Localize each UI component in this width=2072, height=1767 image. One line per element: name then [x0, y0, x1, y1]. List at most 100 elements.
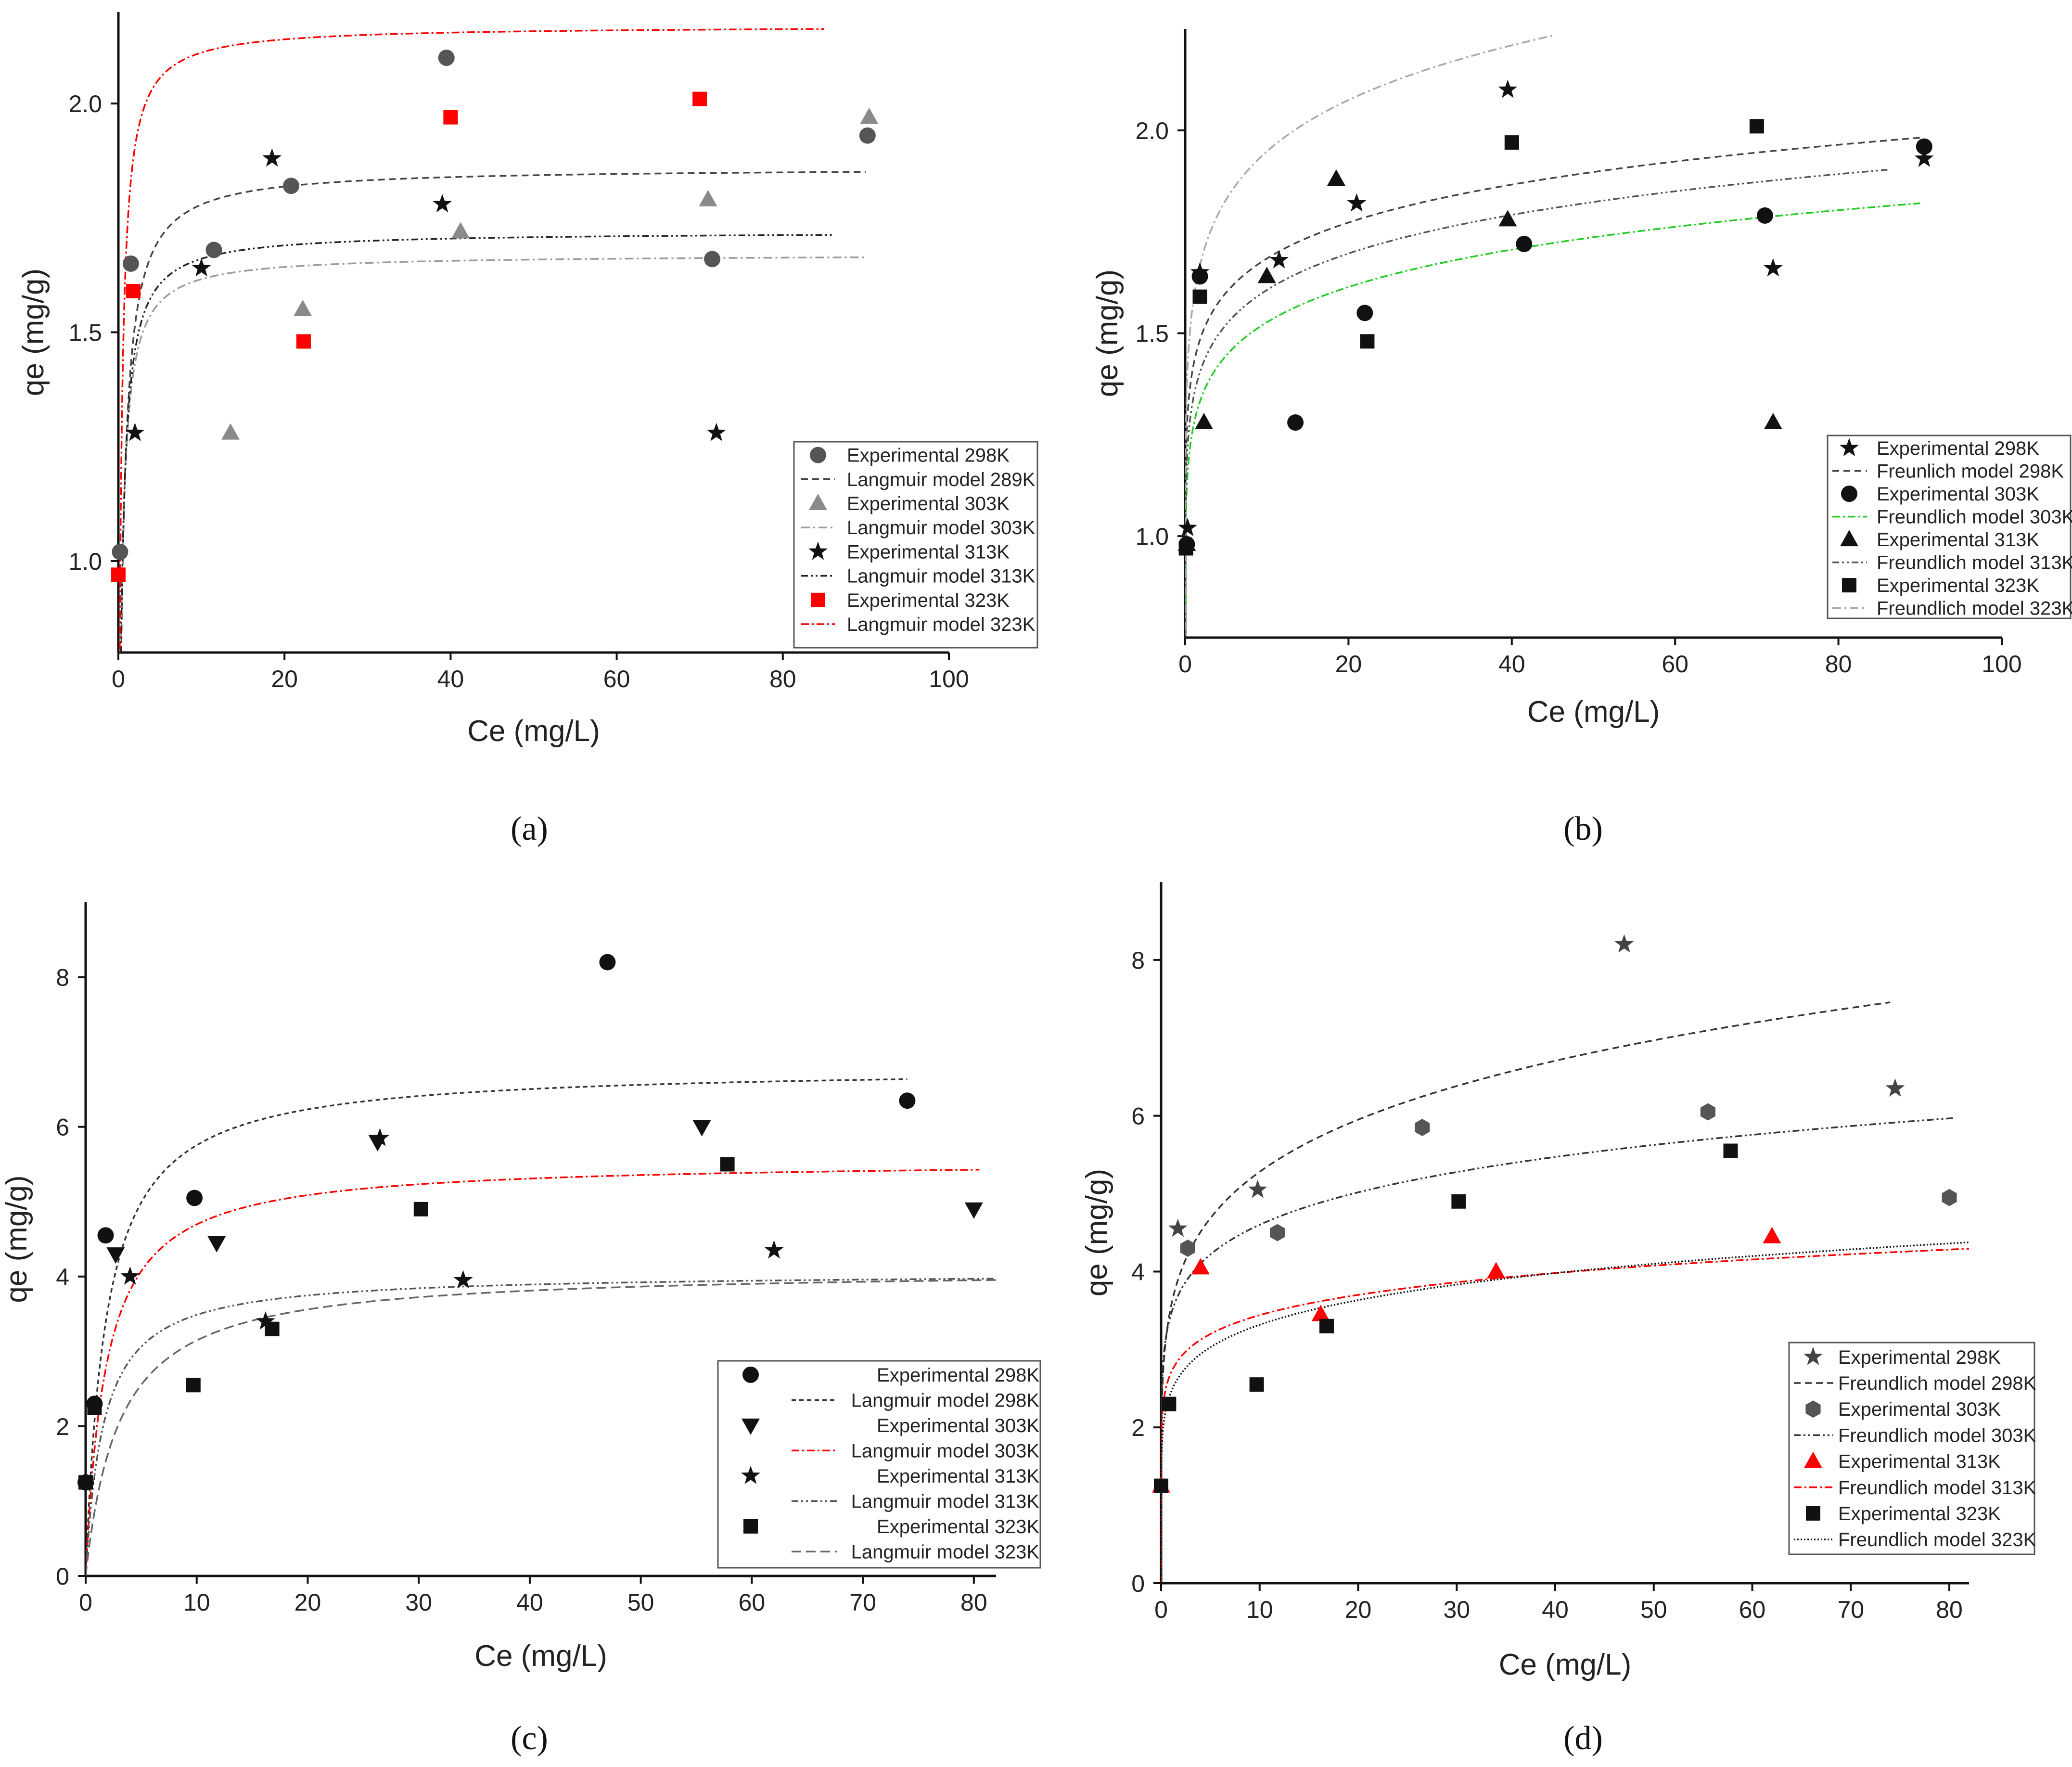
y-tick-label: 0	[1131, 1570, 1145, 1597]
legend-box	[793, 441, 1038, 649]
legend-entry-label: Langmuir model 323K	[851, 1541, 1040, 1562]
legend-entry-label: Experimental 303K	[877, 1415, 1039, 1436]
x-tick-label: 50	[627, 1589, 654, 1616]
data-point-experimental-303k	[964, 1202, 983, 1219]
data-point-experimental-323k	[443, 110, 458, 125]
data-point-experimental-298k	[438, 50, 455, 66]
data-point-experimental-303k	[1415, 1118, 1430, 1136]
legend-entry-label: Langmuir model 323K	[847, 614, 1036, 635]
data-point-experimental-323k	[78, 1475, 93, 1490]
data-point-experimental-298k	[1248, 1179, 1267, 1198]
y-axis-label: qe (mg/g)	[0, 1175, 33, 1303]
model-curve-freundlich-model-303k	[1161, 1117, 1955, 1583]
legend-entry-label: Freundlich model 303K	[1877, 507, 2072, 528]
model-curve-freundlich-model-313k	[1161, 1248, 1969, 1583]
data-point-experimental-298k	[283, 178, 300, 194]
legend-entry-label: Langmuir model 289K	[847, 469, 1036, 490]
legend-entry-label: Langmuir model 303K	[847, 517, 1036, 538]
legend-marker	[811, 592, 825, 607]
legend-marker	[808, 541, 828, 560]
legend-entry-label: Experimental 313K	[1877, 529, 2039, 551]
legend-marker	[809, 494, 827, 511]
y-tick-label: 1.0	[1135, 523, 1169, 550]
x-tick-label: 20	[271, 666, 298, 692]
data-point-experimental-323k	[1178, 541, 1193, 556]
data-point-experimental-303k	[1180, 1239, 1195, 1257]
data-point-experimental-323k	[413, 1202, 428, 1216]
data-point-experimental-298k	[112, 543, 128, 560]
legend-marker	[1842, 578, 1856, 593]
legend-marker	[1803, 1346, 1823, 1365]
model-curve-freundlich-model-313k	[1185, 168, 1888, 638]
data-point-experimental-323k	[1162, 1396, 1177, 1411]
data-point-experimental-323k	[1154, 1478, 1168, 1493]
legend-entry-label: Freundlich model 323K	[1877, 598, 2072, 619]
y-axis-label: qe (mg/g)	[1091, 269, 1124, 397]
x-tick-label: 30	[1443, 1596, 1470, 1623]
y-tick-label: 2.0	[1135, 117, 1169, 144]
data-point-experimental-303k	[1191, 268, 1208, 285]
model-curve-langmuir-model-313k	[120, 234, 833, 653]
data-point-experimental-313k	[1498, 210, 1517, 227]
data-point-experimental-298k	[1763, 258, 1783, 277]
data-point-experimental-298k	[205, 242, 222, 258]
legend-entry-label: Experimental 298K	[1838, 1347, 2001, 1368]
data-point-experimental-323k	[186, 1378, 201, 1393]
data-point-experimental-303k	[1756, 207, 1773, 224]
data-point-experimental-323k	[1319, 1319, 1334, 1333]
x-tick-label: 40	[437, 666, 464, 692]
x-tick-label: 50	[1640, 1596, 1667, 1623]
data-point-experimental-313k	[125, 423, 145, 441]
data-point-experimental-313k	[262, 148, 282, 167]
data-point-experimental-298k	[1914, 148, 1934, 167]
data-point-experimental-303k	[106, 1247, 125, 1264]
data-point-experimental-323k	[1451, 1194, 1466, 1209]
legend-entry-label: Experimental 313K	[1838, 1451, 2001, 1472]
x-tick-label: 100	[1982, 651, 2021, 678]
legend-entry-label: Experimental 323K	[1838, 1503, 2001, 1524]
legend-entry-label: Experimental 298K	[1877, 438, 2039, 459]
data-point-experimental-303k	[692, 1120, 711, 1137]
chart-panel-d: 0 10 20 30 40 50 60 70 80 0 2 4 6 8 Ce (mg/L) qe (mg/g)…	[1080, 882, 2036, 1757]
y-tick-label: 0	[56, 1563, 69, 1590]
y-tick-label: 1.5	[68, 320, 102, 346]
model-curve-langmuir-model-303k	[86, 1168, 980, 1576]
data-point-experimental-323k	[1249, 1377, 1264, 1392]
data-point-experimental-313k	[1311, 1305, 1330, 1321]
data-point-experimental-313k	[1327, 169, 1345, 186]
x-axis-label: Ce (mg/L)	[1499, 1648, 1632, 1681]
chart-panel-c: 0 10 20 30 40 50 60 70 80 0 2 4 6 8 Ce (mg/L) qe (mg/g)…	[0, 902, 1041, 1757]
panel-label: (c)	[511, 1720, 548, 1757]
data-point-experimental-303k	[1700, 1103, 1715, 1121]
data-point-experimental-303k	[1270, 1224, 1285, 1242]
chart-panel-a: 0 20 40 60 80 100 1.0 1.5 2.0 Ce (mg/L) qe (mg/g) (…	[17, 12, 1038, 847]
x-tick-label: 0	[112, 666, 125, 692]
legend-box	[1827, 435, 2072, 619]
data-point-experimental-313k	[192, 258, 211, 277]
legend-entry-label: Freundlich model 313K	[1838, 1477, 2036, 1498]
data-point-experimental-298k	[899, 1092, 916, 1109]
y-tick-label: 1.0	[68, 548, 102, 575]
legend-marker	[741, 1465, 760, 1484]
data-point-experimental-313k	[453, 1270, 473, 1289]
model-curve-langmuir-model-323k	[119, 28, 825, 653]
legend-entry-label: Experimental 298K	[847, 445, 1010, 466]
legend-entry-label: Experimental 303K	[1838, 1399, 2001, 1420]
legend-entry-label: Langmuir model 298K	[851, 1390, 1040, 1411]
y-tick-label: 6	[56, 1114, 69, 1141]
legend-entry-label: Freundlich model 323K	[1838, 1529, 2036, 1550]
data-point-experimental-298k	[599, 954, 616, 971]
data-point-experimental-323k	[1504, 135, 1519, 150]
legend-marker	[1806, 1506, 1820, 1521]
x-tick-label: 10	[183, 1589, 210, 1616]
data-point-experimental-298k	[1498, 79, 1518, 98]
x-tick-label: 20	[294, 1589, 321, 1616]
data-point-experimental-303k	[1287, 414, 1304, 431]
x-tick-label: 60	[739, 1589, 766, 1616]
legend-marker	[1840, 530, 1858, 547]
data-point-experimental-313k	[256, 1311, 275, 1330]
data-point-experimental-313k	[1195, 413, 1214, 430]
data-point-experimental-298k	[1178, 518, 1198, 537]
panel-label: (b)	[1563, 810, 1603, 847]
